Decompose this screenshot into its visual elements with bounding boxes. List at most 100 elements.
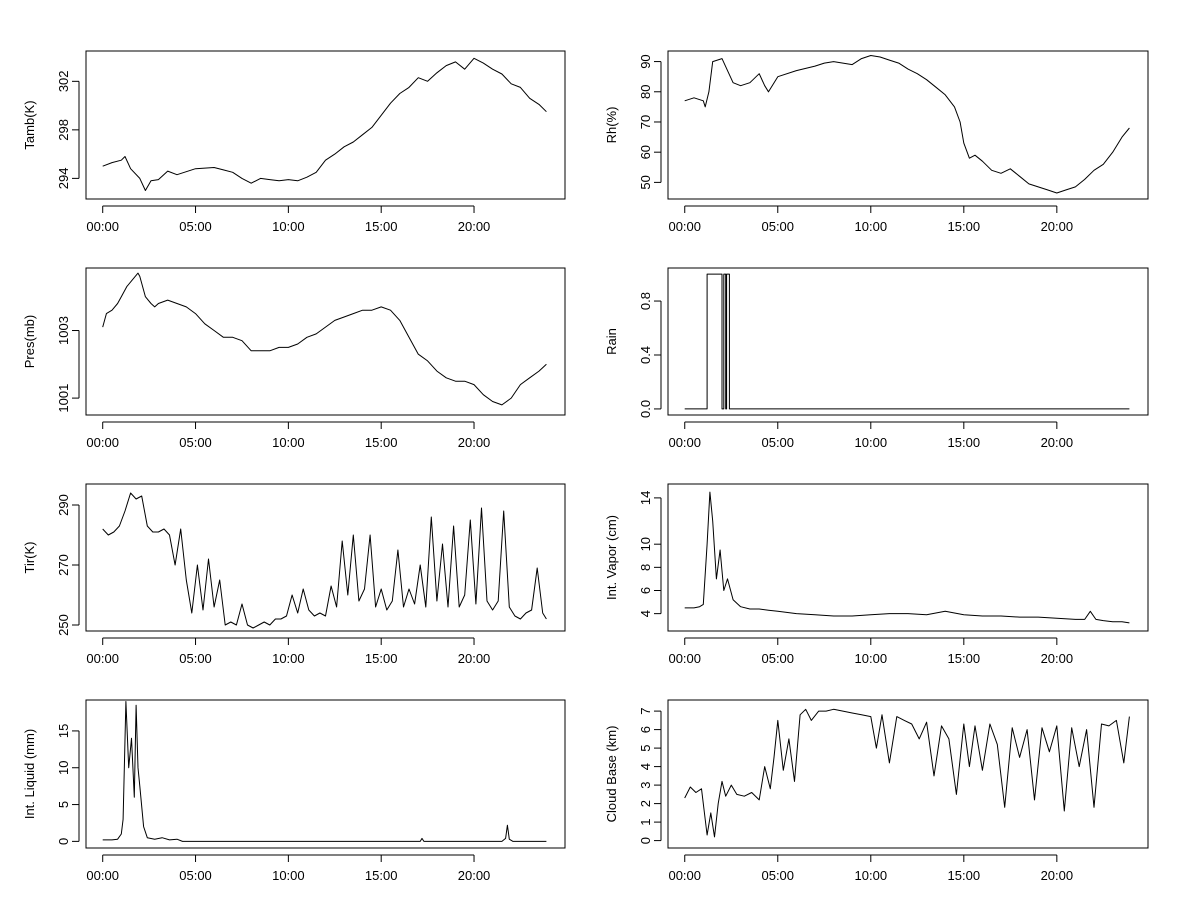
panel-int-vapor-cm: 00:00 05:00 10:00 15:00 20:00 4 6 8 10 14 Int. Vap… [604,483,1149,666]
panel-tir-k: 00:00 05:00 10:00 15:00 20:00 250 270 290 Tir(K) [22,483,566,666]
y-tick-label: 2 [638,800,653,807]
x-tick-label: 00:00 [668,435,701,450]
y-tick-label: 6 [638,587,653,594]
panel-pres-mb: 00:00 05:00 10:00 15:00 20:00 1001 1003 Pres(mb… [22,267,566,450]
y-tick-label: 8 [638,564,653,571]
y-tick-label: 290 [56,494,71,516]
x-tick-label: 20:00 [1041,219,1074,234]
y-tick-label: 5 [56,801,71,808]
plot-frame [667,50,1149,200]
x-tick-label: 10:00 [855,219,888,234]
series-line [684,55,1130,194]
x-tick-label: 05:00 [179,219,212,234]
y-tick-label: 0.0 [638,400,653,418]
y-axis-title: Pres(mb) [22,315,37,368]
y-tick-label: 1 [638,818,653,825]
x-tick-label: 20:00 [458,219,491,234]
y-tick-label: 90 [638,54,653,68]
y-tick-label: 0 [638,837,653,844]
x-tick-label: 05:00 [761,435,794,450]
plot-frame [85,483,566,632]
x-tick-label: 10:00 [272,868,305,883]
y-axis-title: Int. Vapor (cm) [604,515,619,600]
series-line [102,701,547,842]
y-tick-label: 1001 [56,384,71,413]
panel-rh: 00:00 05:00 10:00 15:00 20:00 50 60 70 80 90 Rh(%) [604,50,1149,234]
x-tick-label: 05:00 [179,868,212,883]
x-tick-label: 20:00 [458,651,491,666]
y-tick-label: 70 [638,115,653,129]
x-tick-label: 00:00 [86,219,119,234]
y-tick-label: 294 [56,168,71,190]
plot-frame [85,699,566,849]
x-tick-label: 00:00 [668,219,701,234]
y-tick-label: 15 [56,724,71,738]
y-tick-label: 50 [638,175,653,189]
x-tick-label: 15:00 [365,651,398,666]
x-tick-label: 10:00 [272,435,305,450]
y-tick-label: 0 [56,838,71,845]
series-line [102,492,547,629]
x-tick-label: 00:00 [668,651,701,666]
y-axis-title: Tamb(K) [22,100,37,149]
x-tick-label: 15:00 [365,219,398,234]
x-tick-label: 00:00 [668,868,701,883]
plot-frame [85,50,566,200]
plot-frame [667,699,1149,849]
y-tick-label: 302 [56,70,71,92]
x-tick-label: 15:00 [948,435,981,450]
y-tick-label: 3 [638,781,653,788]
x-tick-label: 15:00 [948,219,981,234]
x-tick-label: 15:00 [948,868,981,883]
y-tick-label: 10 [56,761,71,775]
panel-rain: 00:00 05:00 10:00 15:00 20:00 0.0 0.4 0.8 Rain [604,267,1149,450]
series-line [684,273,1130,410]
x-tick-label: 20:00 [458,435,491,450]
x-tick-label: 15:00 [365,435,398,450]
x-tick-label: 05:00 [761,219,794,234]
y-tick-label: 0.4 [638,346,653,364]
x-tick-label: 10:00 [272,219,305,234]
plot-frame [667,267,1149,416]
y-tick-label: 250 [56,614,71,636]
x-tick-label: 05:00 [761,868,794,883]
plot-frame [667,483,1149,632]
x-tick-label: 20:00 [1041,651,1074,666]
y-tick-label: 0.8 [638,292,653,310]
series-line [102,57,547,191]
panel-cloud-base-km: 00:00 05:00 10:00 15:00 20:00 0 1 2 3 4 5 6 7 Cloud B… [604,699,1149,883]
y-tick-label: 7 [638,707,653,714]
y-axis-title: Rh(%) [604,107,619,144]
x-tick-label: 15:00 [365,868,398,883]
x-tick-label: 05:00 [179,435,212,450]
y-tick-label: 270 [56,554,71,576]
x-tick-label: 10:00 [855,435,888,450]
series-line [684,708,1130,838]
y-tick-label: 60 [638,145,653,159]
x-tick-label: 05:00 [179,651,212,666]
y-tick-label: 5 [638,744,653,751]
series-line [102,272,547,406]
y-tick-label: 10 [638,537,653,551]
x-tick-label: 10:00 [855,651,888,666]
panel-tamb-k: 00:00 05:00 10:00 15:00 20:00 294 298 302 Tamb(K… [22,50,566,234]
y-axis-title: Cloud Base (km) [604,726,619,823]
x-tick-label: 20:00 [1041,868,1074,883]
y-axis-title: Rain [604,328,619,355]
x-tick-label: 20:00 [1041,435,1074,450]
y-axis-title: Int. Liquid (mm) [22,729,37,819]
x-tick-label: 00:00 [86,435,119,450]
y-tick-label: 4 [638,610,653,617]
plot-frame [85,267,566,416]
y-tick-label: 1003 [56,316,71,345]
y-tick-label: 80 [638,85,653,99]
x-tick-label: 00:00 [86,651,119,666]
y-tick-label: 14 [638,491,653,505]
x-tick-label: 20:00 [458,868,491,883]
y-axis-title: Tir(K) [22,541,37,573]
y-tick-label: 4 [638,763,653,770]
panel-int-liquid-mm: 00:00 05:00 10:00 15:00 20:00 0 5 10 15 Int. Liqu… [22,699,566,883]
y-tick-label: 298 [56,119,71,141]
y-tick-label: 6 [638,726,653,733]
